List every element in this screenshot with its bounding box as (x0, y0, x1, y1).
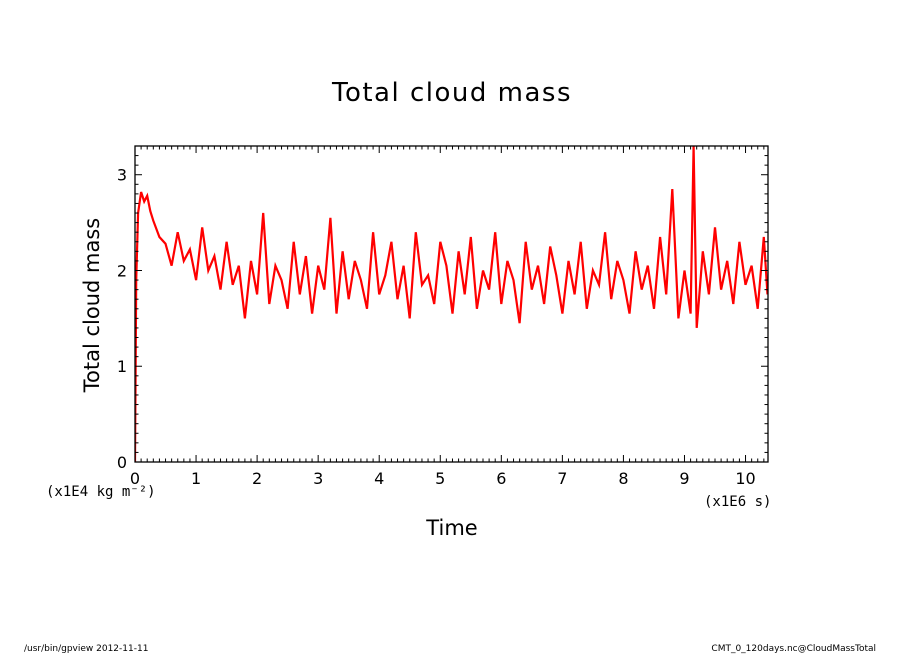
x-tick-label: 7 (557, 469, 567, 488)
y-unit-label: (x1E4 kg m⁻²) (46, 484, 156, 500)
x-unit-label: (x1E6 s) (704, 494, 771, 510)
x-tick-label: 8 (618, 469, 628, 488)
footer-right: CMT_0_120days.nc@CloudMassTotal (711, 644, 876, 654)
y-tick-label: 1 (117, 357, 127, 376)
y-tick-label: 2 (117, 261, 127, 280)
x-axis-label: Time (425, 516, 477, 540)
x-tick-label: 1 (191, 469, 201, 488)
chart-title: Total cloud mass (331, 78, 572, 108)
series-line-0 (135, 146, 768, 462)
y-tick-label: 0 (117, 453, 127, 472)
x-tick-label: 9 (679, 469, 689, 488)
x-tick-label: 5 (435, 469, 445, 488)
x-tick-label: 10 (735, 469, 755, 488)
x-tick-label: 2 (252, 469, 262, 488)
plot-area: 0 1 2 3 4 5 6 7 8 9 10 0 1 2 3 (117, 145, 769, 488)
x-tick-label: 6 (496, 469, 506, 488)
x-tick-label: 4 (374, 469, 384, 488)
footer-left: /usr/bin/gpview 2012-11-11 (24, 644, 148, 654)
x-tick-label: 0 (130, 469, 140, 488)
x-tick-label: 3 (313, 469, 323, 488)
plot-frame (134, 145, 769, 463)
y-tick-label: 3 (117, 166, 127, 185)
y-axis-label: Total cloud mass (80, 218, 104, 393)
